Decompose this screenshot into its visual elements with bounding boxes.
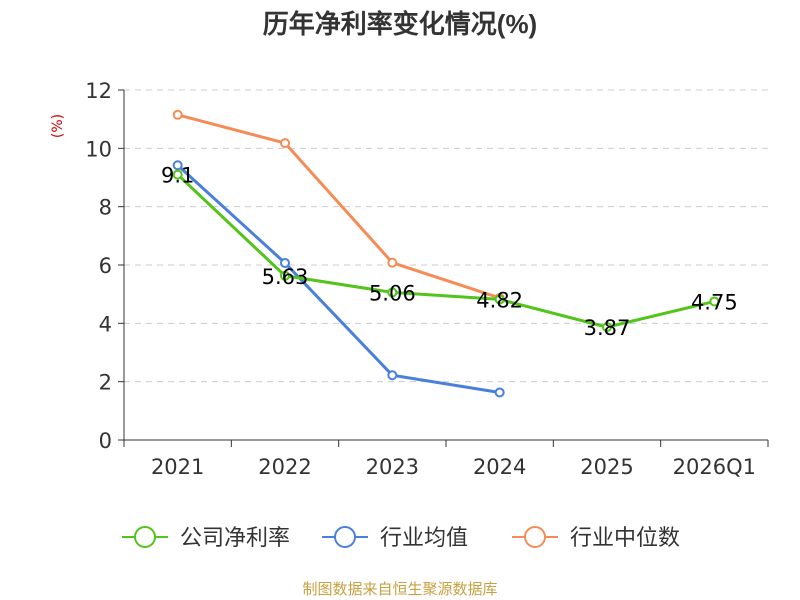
series-line (177, 113, 501, 300)
series-point (172, 160, 183, 171)
data-label: 5.06 (369, 281, 416, 305)
series-point (387, 287, 398, 298)
series-point (387, 257, 398, 268)
series-point (280, 138, 290, 149)
series-point (494, 387, 505, 398)
chart-title: 历年净利率变化情况(%) (263, 9, 537, 39)
y-tick-label: 10 (85, 137, 112, 161)
series-point (280, 270, 290, 281)
legend-label: 行业均值 (380, 526, 468, 551)
y-tick-label: 8 (99, 196, 112, 220)
series-lines (172, 109, 720, 398)
y-tick-label: 4 (99, 312, 112, 336)
y-tick-label: 6 (99, 254, 112, 278)
grid-lines (124, 89, 768, 383)
x-tick-label: 2024 (473, 455, 526, 479)
source-note: 制图数据来自恒生聚源数据库 (302, 580, 497, 598)
data-label: 9.1 (161, 164, 194, 188)
y-axis-label: (%) (50, 114, 66, 138)
legend-swatch-marker (524, 526, 546, 548)
data-label: 4.82 (476, 288, 523, 312)
series-line (176, 164, 500, 394)
series-point (280, 257, 290, 268)
series-point (494, 294, 505, 305)
x-tick-label: 2021 (151, 455, 204, 479)
x-tick-label: 2025 (580, 455, 633, 479)
data-label: 5.63 (262, 265, 309, 289)
series-point (172, 169, 183, 180)
series-point (387, 370, 398, 381)
x-tick-label: 2022 (258, 455, 311, 479)
x-tick-label: 2023 (366, 455, 419, 479)
series-point (709, 296, 720, 307)
series-point (172, 109, 183, 120)
legend-label: 公司净利率 (180, 526, 290, 551)
legend: 公司净利率 行业均值 行业中位数 (122, 526, 680, 551)
series-point (602, 322, 612, 333)
data-label: 3.87 (584, 316, 631, 340)
x-tick-label: 2026Q1 (673, 455, 756, 479)
y-tick-label: 0 (99, 429, 112, 453)
data-label: 4.75 (691, 290, 738, 314)
data-labels: 9.1 5.63 5.06 4.82 3.87 4.75 (161, 164, 738, 341)
legend-swatch-marker (134, 526, 156, 548)
axes: 0 2 4 6 8 10 12 2021 2022 2023 2024 2025 2026Q1 (85, 79, 769, 479)
legend-swatch-marker (334, 526, 356, 548)
legend-label: 行业中位数 (570, 526, 680, 551)
series-line (176, 173, 715, 329)
y-tick-label: 12 (85, 79, 112, 103)
y-tick-label: 2 (99, 371, 112, 395)
